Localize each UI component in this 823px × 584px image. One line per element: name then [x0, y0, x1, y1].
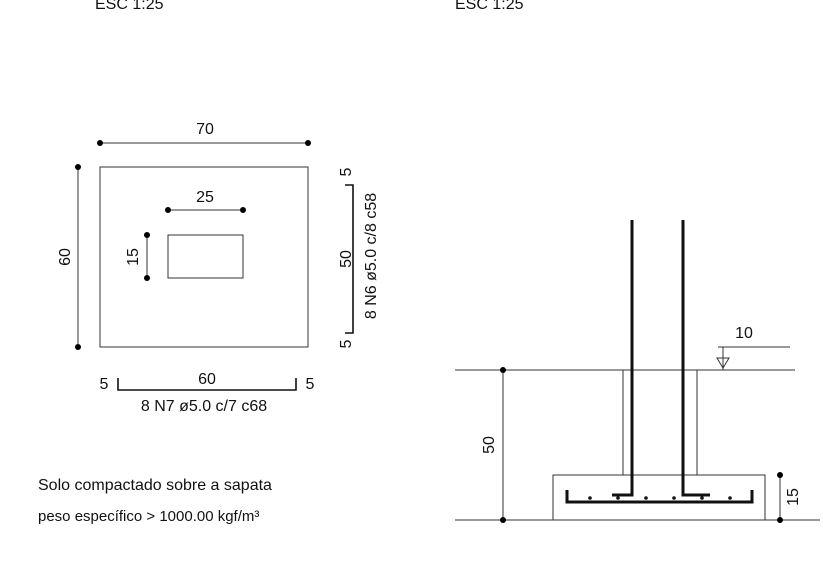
base-rebar — [565, 490, 754, 504]
dim-column-width: 25 — [196, 189, 214, 206]
column-outline — [167, 234, 244, 279]
dim-height: 60 — [57, 248, 74, 266]
rebar-hook: 5 — [306, 376, 315, 393]
dim-dot — [144, 232, 150, 238]
rebar-hook: 5 — [100, 376, 109, 393]
rebar-n7 — [117, 378, 297, 391]
rebar-hook: 5 — [338, 339, 355, 348]
footing-outline — [99, 166, 309, 348]
plan-view: 70 60 25 15 5 50 5 8 N6 ø5.0 c/8 c58 5 6… — [38, 121, 380, 525]
dim-dot — [777, 472, 783, 478]
plan-scale: ESC 1:25 — [95, 0, 164, 13]
dim-dot — [75, 344, 81, 350]
section-scale: ESC 1:25 — [455, 0, 524, 13]
rebar-n6 — [345, 184, 354, 334]
dim-base: 15 — [785, 488, 802, 506]
footing — [552, 474, 766, 521]
column-rebar — [681, 220, 710, 497]
rebar-length: 50 — [338, 250, 355, 268]
note-line: Solo compactado sobre a sapata — [38, 477, 272, 494]
dim-dot — [165, 207, 171, 213]
dim-dot — [777, 517, 783, 523]
dim-dot — [144, 275, 150, 281]
section-view: 50 15 10 — [455, 220, 820, 523]
level-label: 10 — [735, 325, 753, 342]
rebar-label: 8 N7 ø5.0 c/7 c68 — [141, 398, 267, 415]
dim-column-depth: 15 — [125, 248, 142, 266]
rebar-label: 8 N6 ø5.0 c/8 c58 — [363, 193, 380, 319]
dim-width: 70 — [196, 121, 214, 138]
rebar-length: 60 — [198, 371, 216, 388]
dim-dot — [240, 207, 246, 213]
dim-dot — [500, 517, 506, 523]
rebar-hook: 5 — [338, 167, 355, 176]
column-rebar — [612, 220, 634, 497]
dim-dot — [305, 140, 311, 146]
dim-height: 50 — [481, 436, 498, 454]
dim-dot — [97, 140, 103, 146]
dim-dot — [75, 164, 81, 170]
dim-dot — [500, 367, 506, 373]
pedestal — [622, 370, 698, 475]
level-marker — [716, 357, 730, 369]
rebar-dots — [588, 496, 732, 500]
note-line: peso específico > 1000.00 kgf/m³ — [38, 508, 259, 525]
